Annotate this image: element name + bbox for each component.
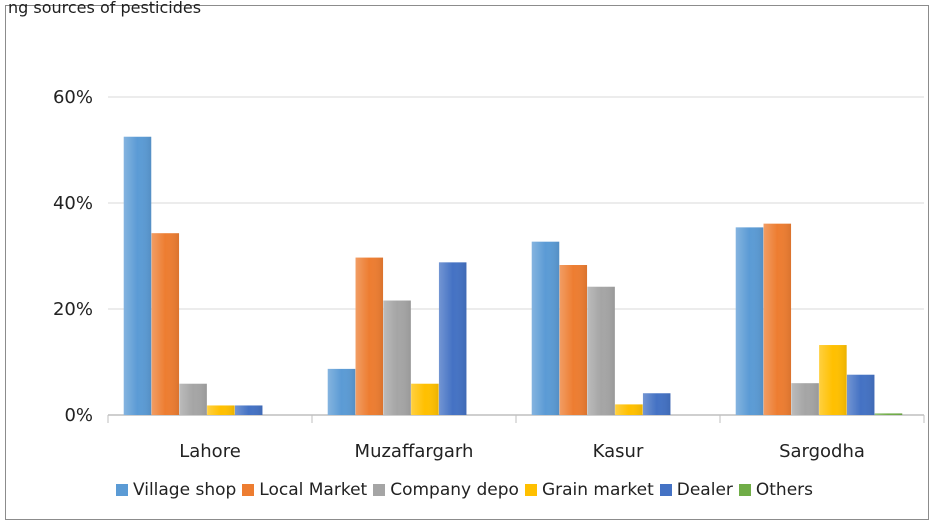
bar-shading [411,383,439,415]
bar-shading [735,227,764,415]
bar-shading [846,374,875,415]
legend-label: Local Market [259,480,368,500]
bar-shading [207,405,235,415]
bar-shading [559,265,588,415]
bar-shading [791,383,819,415]
legend-label: Dealer [676,480,733,500]
y-axis-ticks: 0% 20% 40% 60% [53,87,93,426]
bar-shading [531,241,560,415]
bar-shading [438,262,467,415]
y-tick-label: 0% [64,405,93,426]
y-tick-label: 40% [53,193,93,214]
bar-shading [151,233,180,415]
legend-label: Company depo [390,480,519,500]
bars [123,136,903,415]
x-tick-label-kasur: Kasur [593,441,644,462]
legend-item-local-market: Local Market [242,480,367,500]
cut-off-title-text: ng sources of pesticides [8,0,202,17]
bar-shading [763,223,792,415]
legend-swatch [659,484,672,496]
legend-swatch [738,484,751,496]
bar-shading [179,383,207,415]
legend-item-others: Others [738,480,814,500]
legend-label: Others [755,480,814,500]
bar-shading [355,257,384,415]
legend-swatch [524,484,537,496]
gridlines [108,96,924,416]
legend-item-company-depo: Company depo [373,480,519,500]
bar-shading [642,393,671,415]
x-tick-label-sargodha: Sargodha [779,441,865,462]
legend-swatch [373,484,386,496]
legend-label: Village shop [132,480,237,500]
y-tick-label: 20% [53,299,93,320]
legend: Village shop Local Market Company depo Grai… [0,480,935,500]
legend-label: Grain market [541,480,654,500]
legend-item-village-shop: Village shop [115,480,237,500]
x-tick-label-lahore: Lahore [179,441,241,462]
bar-shading [874,413,903,415]
x-tick-label-muzaffargarh: Muzaffargarh [355,441,474,462]
bar-shading [819,345,847,415]
bar-shading [123,136,152,415]
x-axis-ticks: Lahore Muzaffargarh Kasur Sargodha [107,415,925,462]
legend-swatch [242,484,255,496]
bar-shading [615,404,643,415]
legend-item-grain-market: Grain market [524,480,654,500]
bar-shading [587,286,615,415]
bar-shading [383,300,411,415]
legend-swatch [115,484,128,496]
bar-shading [234,405,263,415]
bar-shading [327,368,356,415]
legend-item-dealer: Dealer [659,480,733,500]
y-tick-label: 60% [53,87,93,108]
